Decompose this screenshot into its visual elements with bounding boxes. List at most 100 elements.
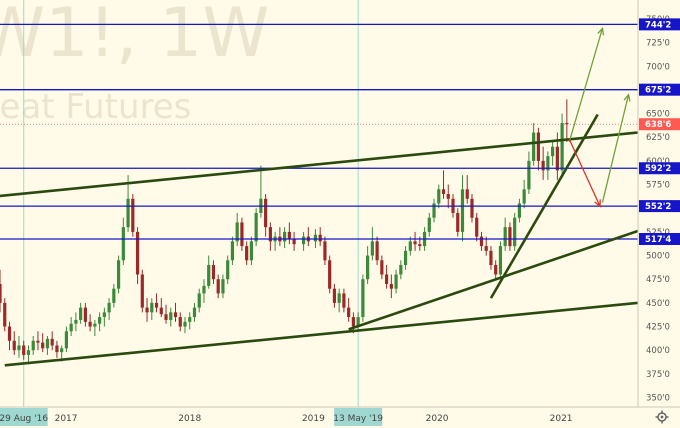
candle-body: [41, 342, 45, 349]
trendline[interactable]: [489, 113, 599, 299]
candle-body: [93, 323, 97, 327]
candle-body: [460, 189, 465, 232]
candle-body: [121, 227, 125, 261]
candle-body: [173, 312, 178, 318]
candle-body: [399, 265, 403, 275]
candle-body: [508, 227, 512, 247]
candle-body: [513, 217, 517, 247]
cursor-date-tag[interactable]: [0, 408, 48, 426]
candle-body: [403, 250, 408, 266]
forecast-arrow[interactable]: [601, 94, 630, 203]
candle-body: [366, 255, 370, 280]
level-tag[interactable]: [639, 232, 680, 245]
candle-body: [226, 260, 230, 280]
settings-icon[interactable]: [655, 410, 669, 424]
trendline[interactable]: [348, 229, 639, 331]
candle-body: [264, 198, 268, 228]
price-tick-label: 500'0: [646, 252, 670, 262]
candle-body: [135, 231, 140, 275]
trendlines[interactable]: [0, 113, 639, 367]
candle-body: [102, 312, 106, 318]
candle-body: [240, 222, 244, 247]
candle-body: [432, 203, 436, 218]
last-price-tag[interactable]: [639, 118, 680, 131]
candle-body: [268, 227, 272, 242]
level-tag[interactable]: [639, 200, 680, 213]
forecast-arrows[interactable]: [568, 26, 631, 208]
candle-body: [551, 146, 555, 157]
candle-body: [494, 265, 498, 275]
level-tag-label: 675'2: [645, 86, 671, 96]
candle-body: [465, 189, 469, 199]
candle-body: [347, 307, 351, 318]
price-axis[interactable]: 750'0725'0700'0675'0650'0625'0600'0575'0…: [637, 0, 680, 407]
candle-body: [249, 241, 254, 261]
candle-body: [192, 307, 197, 318]
candle-body: [178, 317, 182, 327]
price-tick-label: 425'0: [646, 323, 670, 333]
candle-body: [36, 340, 40, 343]
candle-body: [318, 234, 322, 242]
candle-body: [437, 189, 441, 204]
time-tick-label: 2019: [302, 414, 325, 424]
candle-body: [489, 250, 493, 266]
candle-body: [498, 246, 503, 275]
candle-body: [183, 321, 187, 327]
forecast-arrow[interactable]: [568, 138, 601, 207]
candle-body: [145, 307, 149, 313]
candle-body: [565, 123, 569, 125]
candle-body: [31, 340, 35, 351]
level-tag[interactable]: [639, 83, 680, 96]
candle-body: [351, 317, 355, 327]
candle-body: [484, 246, 488, 251]
time-tick-label: 2018: [178, 414, 201, 424]
price-tick-label: 375'0: [646, 370, 670, 380]
candle-body: [12, 340, 16, 351]
trendline[interactable]: [0, 131, 639, 198]
candle-body: [3, 302, 7, 327]
candle-body: [245, 246, 249, 261]
trendline[interactable]: [4, 301, 639, 367]
forecast-arrow-head: [597, 26, 605, 36]
candle-body: [522, 189, 526, 204]
time-axis[interactable]: 2017 2018 2019 2020 2021 29 Aug '16 13 May '19: [0, 406, 680, 428]
candle-body: [211, 265, 216, 280]
candle-body: [221, 279, 225, 294]
candle-body: [60, 348, 64, 353]
candle-body: [536, 132, 540, 161]
cursor-lines: [23, 0, 359, 407]
horizontal-levels[interactable]: [0, 23, 638, 240]
price-tick-label: 625'0: [646, 133, 670, 143]
candle-body: [216, 279, 220, 294]
price-tick-label: 525'0: [646, 228, 670, 238]
level-tag[interactable]: [639, 162, 680, 175]
price-tick-label: 350'0: [646, 394, 670, 404]
candle-body: [413, 241, 417, 245]
candle-body: [188, 317, 192, 322]
candle-body: [361, 279, 365, 318]
candle-body: [332, 288, 337, 303]
candle-body: [126, 198, 130, 228]
candle-body: [254, 212, 258, 242]
candle-body: [116, 260, 121, 289]
price-tick-label: 600'0: [646, 157, 670, 167]
candle-body: [546, 156, 550, 171]
watermark-name: heat Futures: [0, 87, 191, 127]
forecast-arrow-head: [594, 199, 601, 208]
candle-body: [64, 331, 69, 349]
price-tick-label: 475'0: [646, 275, 670, 285]
cursor-date-tag[interactable]: [334, 408, 383, 426]
candle-body: [292, 238, 296, 245]
candle-body: [197, 293, 201, 308]
candle-body: [503, 227, 507, 247]
candle-body: [17, 345, 21, 351]
candle-body: [55, 345, 59, 353]
level-tag[interactable]: [639, 18, 680, 31]
candle-body: [323, 241, 327, 261]
forecast-arrow[interactable]: [568, 28, 604, 143]
candle-body: [169, 312, 173, 320]
candle-body: [150, 302, 154, 313]
price-tick-label: 700'0: [646, 62, 670, 72]
